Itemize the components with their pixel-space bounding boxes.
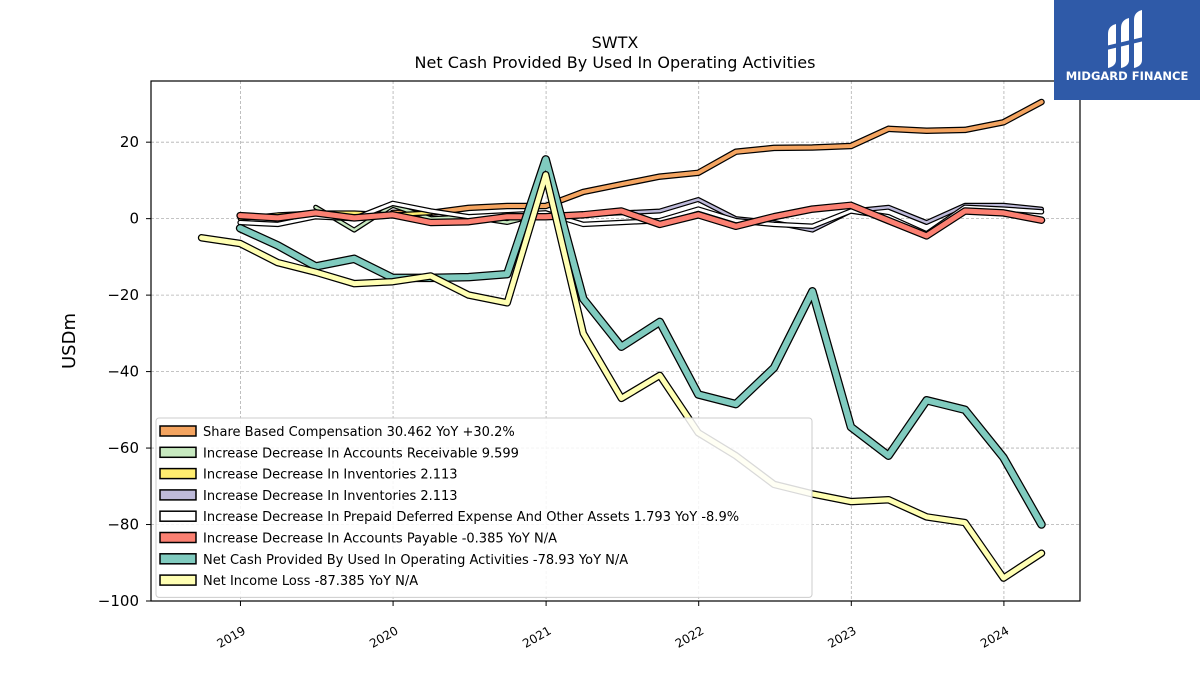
legend-swatch: [159, 489, 197, 501]
x-tick-label: 2023: [825, 623, 858, 650]
y-tick-label: −80: [107, 516, 139, 534]
legend-entry: Increase Decrease In Inventories 2.113: [203, 489, 458, 504]
series-line-outline: [389, 98, 1045, 217]
series-1: [313, 202, 549, 233]
x-axis-ticks: 2019 2020 2021 2022 2023 2024: [215, 601, 1011, 651]
legend-entry: Increase Decrease In Accounts Payable -0…: [203, 532, 557, 547]
y-tick-label: −20: [107, 286, 139, 304]
series-line: [314, 204, 547, 232]
series-0: [389, 98, 1045, 217]
x-tick-label: 2021: [520, 623, 553, 650]
midgard-logo-icon: [1105, 10, 1149, 68]
legend-entry: Increase Decrease In Prepaid Deferred Ex…: [203, 510, 739, 525]
legend-swatch: [159, 574, 197, 586]
x-tick-label: 2024: [978, 623, 1011, 650]
legend-swatch: [159, 425, 197, 437]
series-5: [236, 201, 1046, 240]
y-tick-label: 0: [129, 210, 139, 228]
series-line: [390, 100, 1044, 215]
legend-swatch: [159, 531, 197, 544]
y-tick-label: −60: [107, 439, 139, 457]
legend-swatch: [159, 467, 197, 480]
chart-subtitle: Net Cash Provided By Used In Operating A…: [415, 53, 816, 72]
x-tick-label: 2019: [215, 623, 248, 650]
chart-title-group: SWTX Net Cash Provided By Used In Operat…: [415, 33, 816, 72]
legend: Share Based Compensation 30.462 YoY +30.…: [155, 417, 813, 598]
series-line: [237, 202, 1044, 239]
y-tick-label: −40: [107, 363, 139, 381]
legend-entry: Net Cash Provided By Used In Operating A…: [203, 553, 628, 568]
legend-box: [155, 417, 813, 598]
legend-entry: Increase Decrease In Accounts Receivable…: [203, 446, 519, 461]
chart-title: SWTX: [592, 33, 639, 52]
brand-name: MIDGARD FINANCE: [1065, 69, 1189, 83]
legend-swatch: [159, 446, 197, 459]
y-tick-label: 20: [120, 133, 139, 151]
legend-swatch: [159, 510, 197, 522]
grid: [151, 81, 1080, 602]
x-tick-label: 2020: [367, 623, 400, 650]
legend-entry: Net Income Loss -87.385 YoY N/A: [203, 574, 418, 589]
series-line: [237, 156, 1045, 528]
y-tick-label: −100: [98, 592, 139, 610]
series-layer: [197, 98, 1046, 582]
series-line: [199, 172, 1044, 581]
y-axis-label: USDm: [59, 313, 80, 369]
legend-entry: Share Based Compensation 30.462 YoY +30.…: [203, 425, 515, 440]
legend-swatch: [159, 553, 197, 565]
legend-entry: Increase Decrease In Inventories 2.113: [203, 468, 458, 483]
x-tick-label: 2022: [673, 623, 706, 650]
series-7: [197, 170, 1046, 582]
brand-logo: MIDGARD FINANCE: [1054, 0, 1200, 100]
y-axis-ticks: 20 0 −20 −40 −60 −80 −100: [98, 133, 151, 610]
plot-frame: [150, 80, 1081, 602]
series-6: [235, 155, 1046, 529]
